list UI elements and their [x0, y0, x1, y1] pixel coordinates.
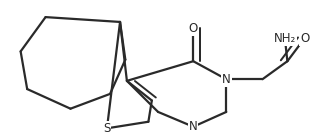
Text: O: O — [189, 22, 198, 35]
Text: O: O — [300, 32, 309, 45]
Text: N: N — [222, 73, 231, 86]
Text: N: N — [189, 120, 198, 133]
Text: NH₂: NH₂ — [274, 32, 296, 45]
Text: S: S — [103, 122, 110, 135]
